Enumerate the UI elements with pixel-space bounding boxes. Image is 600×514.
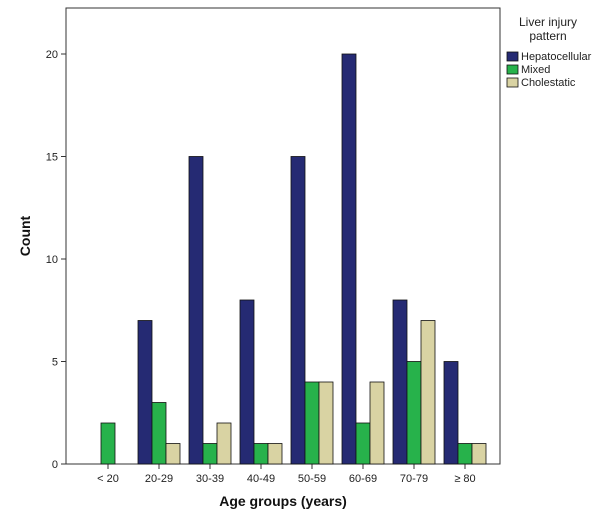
x-tick-label: 70-79 — [400, 473, 428, 485]
bar-mixed — [100, 422, 116, 465]
bar-cholestatic — [165, 443, 181, 465]
y-tick-label: 10 — [46, 254, 58, 266]
x-tick-label: 60-69 — [349, 473, 377, 485]
bar-mixed — [406, 361, 422, 465]
bar-mixed — [253, 443, 269, 465]
legend-swatch-mixed — [506, 64, 519, 75]
x-tick-label: < 20 — [97, 473, 119, 485]
bar-cholestatic — [216, 422, 232, 465]
y-tick-label: 5 — [52, 357, 58, 369]
y-axis: 0 5 10 15 20 — [46, 49, 66, 471]
bar-mixed — [355, 422, 371, 465]
bar-cholestatic — [267, 443, 283, 465]
bar-hepatocellular — [443, 361, 459, 465]
legend-label-mixed: Mixed — [521, 64, 550, 76]
bar-hepatocellular — [239, 299, 255, 465]
bar-hepatocellular — [392, 299, 408, 465]
bar-cholestatic — [318, 381, 334, 465]
x-tick-label: 20-29 — [145, 473, 173, 485]
y-tick-label: 15 — [46, 152, 58, 164]
bar-cholestatic — [420, 320, 436, 465]
x-tick-label: 50-59 — [298, 473, 326, 485]
legend: Liver injury pattern HepatocellularMixed… — [506, 15, 592, 89]
x-axis-title: Age groups (years) — [219, 493, 347, 509]
y-tick-label: 20 — [46, 49, 58, 61]
legend-label-hepatocellular: Hepatocellular — [521, 51, 592, 63]
bar-hepatocellular — [341, 53, 357, 465]
x-tick-label: 40-49 — [247, 473, 275, 485]
legend-swatch-cholestatic — [506, 77, 519, 88]
x-axis: < 20 20-29 30-39 40-49 50-59 60-69 70-79 ≥ 80 — [97, 464, 476, 485]
legend-label-cholestatic: Cholestatic — [521, 77, 576, 89]
y-axis-title: Count — [17, 215, 33, 256]
bar-cholestatic — [369, 381, 385, 465]
bar-mixed — [304, 381, 320, 465]
x-tick-label: 30-39 — [196, 473, 224, 485]
bar-mixed — [202, 443, 218, 465]
bar-mixed — [457, 443, 473, 465]
bar-hepatocellular — [290, 156, 306, 465]
bar-mixed — [151, 402, 167, 465]
legend-swatch-hepatocellular — [506, 51, 519, 62]
legend-title-line1: Liver injury — [519, 15, 577, 29]
bar-hepatocellular — [188, 156, 204, 465]
legend-title-line2: pattern — [529, 29, 566, 43]
bar-cholestatic — [471, 443, 487, 465]
y-tick-label: 0 — [52, 459, 58, 471]
bars — [100, 53, 487, 465]
x-tick-label: ≥ 80 — [454, 473, 475, 485]
bar-hepatocellular — [137, 320, 153, 465]
